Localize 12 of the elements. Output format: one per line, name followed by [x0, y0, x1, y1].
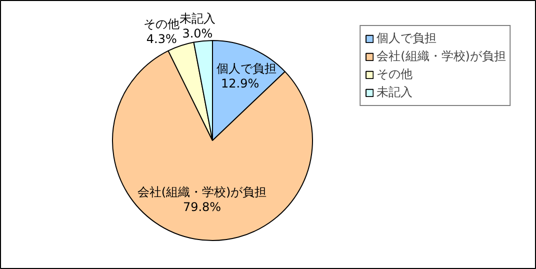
legend-label: 会社(組織・学校)が負担	[376, 48, 506, 65]
data-label: 3.0%	[182, 26, 213, 41]
legend-label: その他	[376, 66, 413, 83]
data-label: 12.9%	[221, 76, 260, 91]
data-label: 79.8%	[182, 200, 222, 214]
slice-label: 会社(組織・学校)が負担	[137, 185, 267, 200]
slice-label: その他	[144, 16, 180, 31]
slice-label: 未記入	[179, 12, 216, 26]
slice-label: 個人で負担	[216, 62, 276, 76]
legend-label: 未記入	[376, 84, 413, 101]
legend-label: 個人で負担	[376, 30, 437, 47]
data-label: 4.3%	[146, 32, 177, 46]
